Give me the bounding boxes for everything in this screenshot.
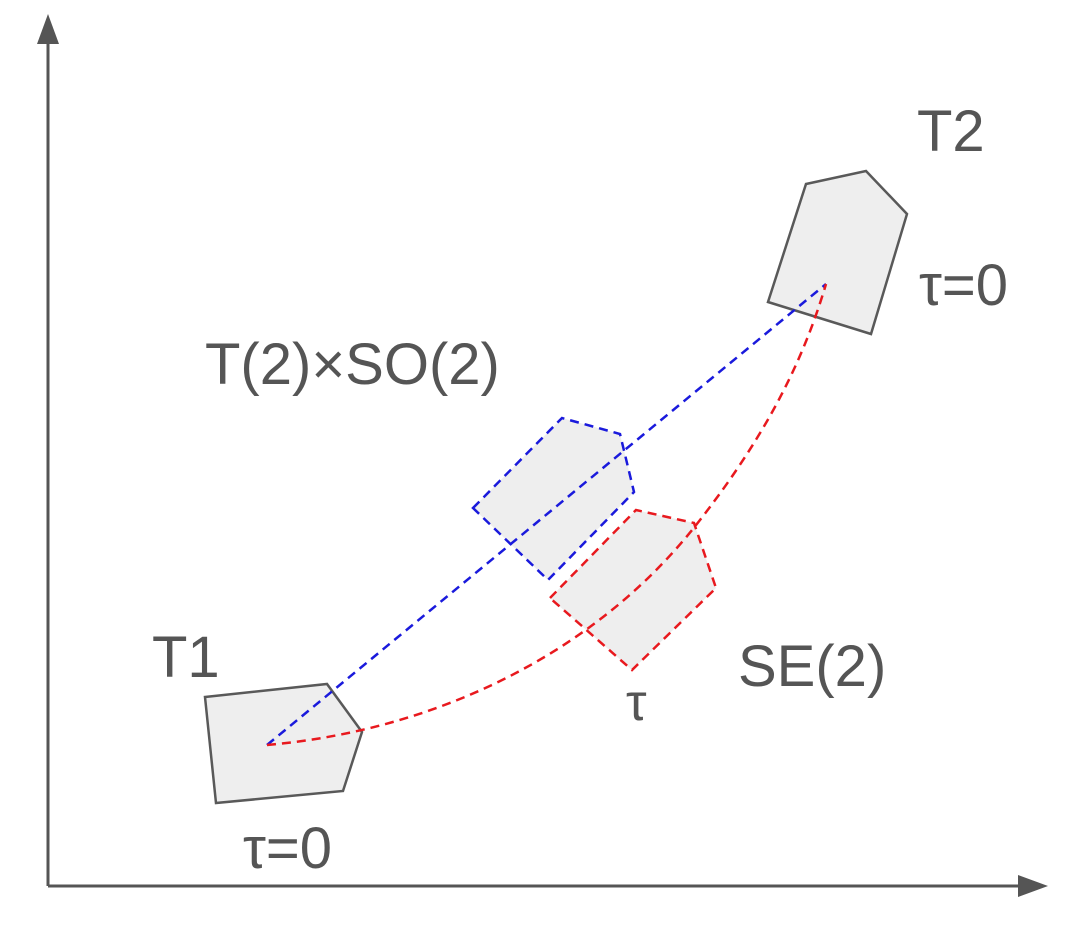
y-axis-arrowhead bbox=[37, 14, 59, 44]
t1-tau-label: τ=0 bbox=[243, 816, 332, 881]
t1-label: T1 bbox=[152, 625, 220, 690]
intermediate-tau-label: τ bbox=[626, 674, 647, 732]
t2so2-intermediate-pose bbox=[471, 416, 636, 582]
se2-intermediate-pose bbox=[548, 508, 718, 672]
t2so2-path bbox=[266, 283, 827, 746]
se2-path bbox=[266, 283, 828, 747]
se2-path-label: SE(2) bbox=[738, 634, 886, 699]
t2-tau-label: τ=0 bbox=[919, 253, 1008, 318]
t2so2-path-label: T(2)×SO(2) bbox=[205, 332, 500, 397]
x-axis-arrowhead bbox=[1018, 875, 1048, 897]
end-pose-t2 bbox=[766, 169, 909, 336]
axes bbox=[37, 14, 1048, 897]
t2-label: T2 bbox=[917, 99, 985, 164]
